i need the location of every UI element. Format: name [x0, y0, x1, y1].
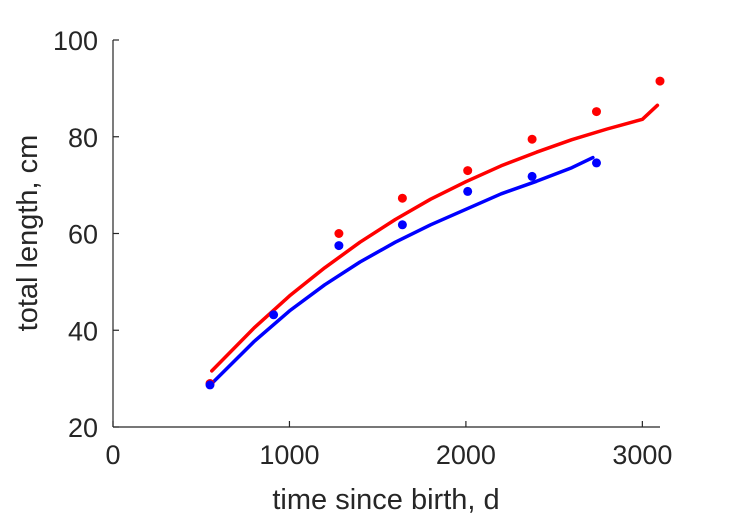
- fit-curves: [210, 103, 660, 386]
- y-tick-label: 100: [53, 26, 98, 56]
- y-tick-label: 20: [68, 413, 98, 443]
- x-axis-label: time since birth, d: [272, 484, 499, 516]
- data-point-series-1: [463, 166, 473, 176]
- axes: [112, 40, 660, 428]
- data-point-series-2: [269, 310, 279, 320]
- data-point-series-1: [655, 76, 665, 86]
- y-tick-label: 80: [68, 123, 98, 153]
- data-point-series-2: [397, 220, 407, 230]
- data-point-series-1: [527, 134, 537, 144]
- x-tick-label: 3000: [612, 440, 672, 470]
- data-point-series-1: [592, 107, 601, 117]
- ticks: 0 1000 2000 3000 20 40 60 80 100: [53, 26, 672, 470]
- y-tick-label: 60: [68, 220, 98, 250]
- data-point-series-2: [463, 186, 473, 196]
- data-points: [205, 76, 665, 390]
- data-point-series-1: [397, 193, 407, 203]
- x-tick-label: 0: [105, 440, 120, 470]
- fit-curve-series-1: [210, 103, 660, 373]
- data-point-series-1: [334, 229, 344, 238]
- fit-curve-series-2: [210, 155, 595, 386]
- data-point-series-2: [592, 158, 601, 168]
- x-tick-label: 2000: [436, 440, 496, 470]
- data-point-series-2: [205, 380, 215, 390]
- y-axis-label: total length, cm: [12, 135, 44, 332]
- x-tick-label: 1000: [259, 440, 319, 470]
- data-point-series-2: [527, 171, 537, 181]
- data-point-series-2: [334, 241, 344, 251]
- y-tick-label: 40: [68, 316, 98, 346]
